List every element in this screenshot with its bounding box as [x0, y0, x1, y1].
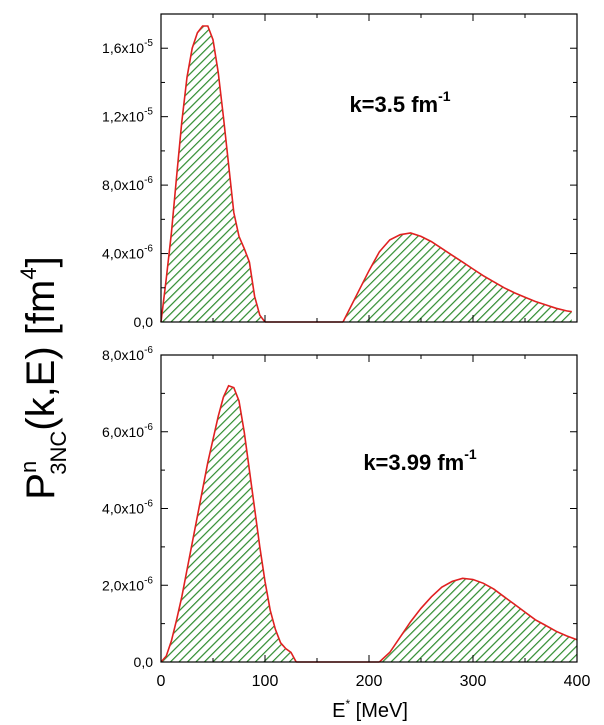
y-tick-label: 1,2x10-5 [102, 107, 153, 125]
y-tick-label: 8,0x10-6 [102, 345, 153, 363]
y-tick-label-exponent: -6 [144, 575, 153, 586]
y-tick-label: 1,6x10-5 [102, 38, 153, 56]
y-axis-label: Pn 3NC(k,E) [fm4] [16, 256, 71, 499]
y-tick-label: 6,0x10-6 [102, 422, 153, 440]
k-annotation: k=3.5 fm-1 [349, 88, 450, 117]
top-panel: 0,04,0x10-68,0x10-61,2x10-51,6x10-5k=3.5… [102, 13, 578, 330]
y-tick-label-exponent: -5 [144, 107, 153, 118]
y-tick-label-exponent: -6 [144, 244, 153, 255]
y-tick-label-exponent: -6 [144, 422, 153, 433]
series-2-line [378, 577, 578, 663]
y-tick-label-mantissa: 4,0x10 [102, 246, 144, 262]
k-annotation: k=3.99 fm-1 [363, 446, 477, 475]
y-tick-label-mantissa: 2,0x10 [102, 577, 144, 593]
x-axis-label-rest: [MeV] [350, 700, 408, 722]
k-annotation-text: k=3.5 fm [349, 92, 438, 117]
x-axis-label-sup: * [345, 697, 350, 711]
y-tick-label: 4,0x10-6 [102, 499, 153, 517]
series-2-area [343, 233, 572, 322]
x-axis-label-main: E [332, 700, 345, 722]
x-tick-label: 200 [356, 673, 383, 690]
y-tick-label-mantissa: 6,0x10 [102, 424, 144, 440]
k-annotation-text: k=3.99 fm [363, 450, 464, 475]
k-annotation-sup: -1 [438, 88, 451, 104]
y-axis-label-sub: 3NC [46, 431, 71, 475]
x-tick-label: 100 [252, 673, 279, 690]
series-0-line [160, 384, 297, 663]
y-tick-label: 0,0 [134, 654, 154, 670]
series-0-line [160, 25, 266, 323]
y-tick-label: 4,0x10-6 [102, 244, 153, 262]
x-tick-label: 400 [564, 673, 591, 690]
y-axis-label-main: P [19, 473, 63, 500]
bottom-panel: 0 100 200 300 4000,02,0x10-64,0x10-66,0x10-6… [102, 345, 590, 690]
y-tick-label-mantissa: 8,0x10 [102, 177, 144, 193]
series-2-area [379, 578, 577, 662]
y-tick-label-mantissa: 8,0x10 [102, 347, 144, 363]
x-axis-label: E* [MeV] [332, 697, 408, 722]
series-0-area [161, 26, 265, 322]
k-annotation-sup: -1 [464, 446, 477, 462]
y-axis-label-rest-sup: 4 [16, 267, 41, 279]
y-tick-label-mantissa: 4,0x10 [102, 501, 144, 517]
y-tick-label-exponent: -5 [144, 38, 153, 49]
y-tick-label: 0,0 [134, 314, 154, 330]
x-tick-label: 300 [460, 673, 487, 690]
series-2-line [342, 232, 572, 323]
series-0-area [161, 385, 297, 662]
y-axis-label-sup: n [16, 461, 41, 473]
y-tick-label-mantissa: 1,2x10 [102, 109, 144, 125]
y-tick-label: 2,0x10-6 [102, 575, 153, 593]
y-tick-label-mantissa: 0,0 [134, 654, 154, 670]
y-tick-label-exponent: -6 [144, 345, 153, 356]
y-axis-label-rest: (k,E) [fm [19, 280, 63, 431]
x-tick-label: 0 [157, 673, 166, 690]
y-tick-label-mantissa: 1,6x10 [102, 40, 144, 56]
y-tick-label-mantissa: 0,0 [134, 314, 154, 330]
y-tick-label-exponent: -6 [144, 499, 153, 510]
y-tick-label-exponent: -6 [144, 175, 153, 186]
y-tick-label: 8,0x10-6 [102, 175, 153, 193]
y-axis-label-end: ] [19, 256, 63, 267]
